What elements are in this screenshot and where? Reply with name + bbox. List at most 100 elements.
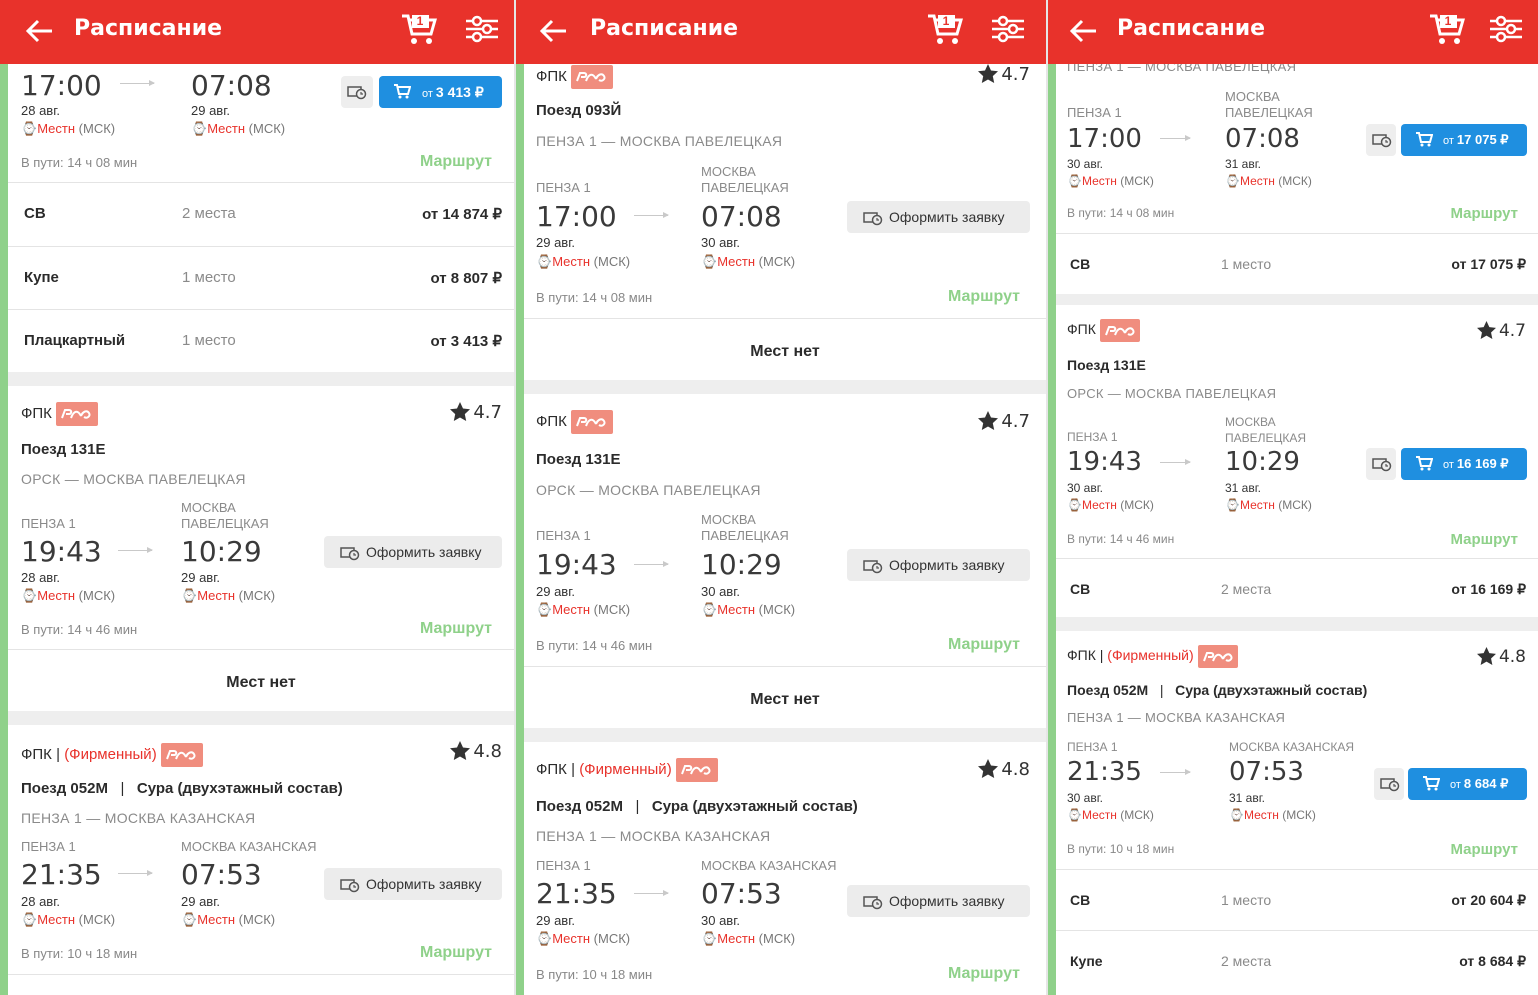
route-link[interactable]: Маршрут <box>419 620 492 637</box>
departure-timezone: ⌚Местн (МСК) <box>1067 174 1154 188</box>
route-link[interactable]: Маршрут <box>1450 531 1518 548</box>
route-link[interactable]: Маршрут <box>1450 841 1518 858</box>
class-seats: 2 места <box>1221 953 1272 969</box>
route-link[interactable]: Маршрут <box>419 153 492 170</box>
request-button[interactable]: Оформить заявку <box>324 868 502 900</box>
arrival-timezone: ⌚Местн (МСК) <box>181 912 276 927</box>
departure-date: 30 авг. <box>1067 157 1103 171</box>
class-seats: 2 места <box>1221 581 1272 597</box>
direction-arrow-icon <box>118 870 153 876</box>
direction-arrow-icon <box>1160 459 1191 465</box>
cart-count-badge: 1 <box>416 14 424 28</box>
departure-date: 29 авг. <box>536 913 575 928</box>
arrival-station: МОСКВА ПАВЕЛЕЦКАЯ <box>181 500 269 531</box>
arrival-time: 07:53 <box>181 858 262 891</box>
route-link[interactable]: Маршрут <box>947 288 1020 305</box>
request-button[interactable]: Оформить заявку <box>847 885 1030 917</box>
route-link[interactable]: Маршрут <box>1450 205 1518 222</box>
back-arrow-icon[interactable] <box>22 14 56 48</box>
arrival-timezone: ⌚Местн (МСК) <box>1229 808 1316 822</box>
request-button[interactable]: Оформить заявку <box>847 201 1030 233</box>
page-title: Расписание <box>590 16 739 41</box>
screen-3: Расписание 1 ПЕНЗА 1 — МОСКВА ПАВЕЛЕЦКАЯ… <box>1048 0 1538 995</box>
cart-icon <box>394 84 411 99</box>
schedule-button[interactable] <box>1366 124 1396 156</box>
request-button[interactable]: Оформить заявку <box>324 536 502 568</box>
screen-1: Расписание 1 17:00 07:08 28 авг. 29 авг.… <box>0 0 514 995</box>
class-row[interactable]: СВ 1 место от 20 604 ₽ <box>1056 870 1538 930</box>
departure-date: 28 авг. <box>21 103 60 118</box>
arrival-time: 10:29 <box>181 535 262 568</box>
train-rating: 4.7 <box>978 411 1030 432</box>
class-row[interactable]: СВ 2 места от 16 169 ₽ <box>1056 559 1538 617</box>
class-seats: 2 места <box>182 205 236 222</box>
buy-button[interactable]: от 16 169 ₽ <box>1401 448 1527 480</box>
page-title: Расписание <box>1117 16 1266 41</box>
cart-count-badge: 1 <box>942 14 950 28</box>
departure-station: ПЕНЗА 1 <box>1067 430 1118 444</box>
train-route: ПЕНЗА 1 — МОСКВА КАЗАНСКАЯ <box>21 810 256 826</box>
departure-timezone: ⌚Местн (МСК) <box>1067 808 1154 822</box>
train-rating: 4.8 <box>450 741 502 762</box>
filter-icon[interactable] <box>990 12 1026 46</box>
arrival-date: 31 авг. <box>1225 481 1261 495</box>
class-row[interactable]: СВ 2 места от 14 874 ₽ <box>8 183 514 245</box>
departure-date: 28 авг. <box>21 570 60 585</box>
route-link[interactable]: Маршрут <box>419 944 492 961</box>
departure-time: 17:00 <box>536 200 617 233</box>
rzd-logo <box>675 758 718 782</box>
train-route: ПЕНЗА 1 — МОСКВА КАЗАНСКАЯ <box>1067 710 1286 725</box>
schedule-button[interactable] <box>1374 768 1404 800</box>
back-arrow-icon[interactable] <box>536 14 570 48</box>
class-row[interactable]: Купе 1 место от 8 807 ₽ <box>8 247 514 309</box>
travel-duration: В пути: 14 ч 08 мин <box>1067 206 1175 220</box>
schedule-icon <box>340 879 360 893</box>
class-name: СВ <box>1070 892 1091 908</box>
screen-2: Расписание 1 ФПК 4.7 Поезд 093Й ПЕНЗА 1 … <box>516 0 1046 995</box>
train-rating: 4.8 <box>978 759 1030 780</box>
filter-icon[interactable] <box>464 12 500 46</box>
divider <box>524 318 1046 319</box>
class-row[interactable]: СВ 1 место от 17 075 ₽ <box>1056 234 1538 294</box>
arrival-time: 07:53 <box>1229 757 1304 787</box>
departure-time: 19:43 <box>1067 447 1142 477</box>
arrival-date: 29 авг. <box>181 570 220 585</box>
back-arrow-icon[interactable] <box>1066 14 1100 48</box>
direction-arrow-icon <box>634 561 669 567</box>
arrival-date: 29 авг. <box>191 103 230 118</box>
divider <box>8 649 514 650</box>
accent-bar <box>1048 0 1056 995</box>
arrival-timezone: ⌚Местн (МСК) <box>191 121 286 136</box>
schedule-button[interactable] <box>1366 448 1396 480</box>
buy-button[interactable]: от 3 413 ₽ <box>379 76 502 108</box>
class-seats: 1 место <box>1221 256 1272 272</box>
arrival-time: 10:29 <box>701 548 782 581</box>
departure-timezone: ⌚Местн (МСК) <box>536 931 631 946</box>
star-icon <box>450 741 471 760</box>
schedule-icon <box>1372 134 1392 148</box>
route-link[interactable]: Маршрут <box>947 965 1020 982</box>
cart-button[interactable]: 1 <box>926 11 964 47</box>
train-number: Поезд 052М | Сура (двухэтажный состав) <box>536 798 858 815</box>
no-seats-label: Мест нет <box>226 674 296 691</box>
request-button[interactable]: Оформить заявку <box>847 549 1030 581</box>
no-seats-label: Мест нет <box>750 343 820 360</box>
divider <box>524 666 1046 667</box>
schedule-button[interactable] <box>341 76 373 108</box>
cart-icon <box>1416 456 1433 471</box>
schedule-icon <box>863 560 883 574</box>
departure-time: 21:35 <box>1067 757 1142 787</box>
class-row[interactable]: Купе 2 места от 8 684 ₽ <box>1056 931 1538 991</box>
departure-timezone: ⌚Местн (МСК) <box>536 602 631 617</box>
buy-button[interactable]: от 17 075 ₽ <box>1401 124 1527 156</box>
travel-duration: В пути: 10 ч 18 мин <box>536 967 653 982</box>
train-card: ФПК | (Фирменный) 4.8 Поезд 052М | Сура … <box>8 725 514 995</box>
filter-icon[interactable] <box>1488 12 1524 46</box>
arrival-time: 07:53 <box>701 877 782 910</box>
class-row[interactable]: Плацкартный 1 место от 3 413 ₽ <box>8 310 514 372</box>
buy-button[interactable]: от 8 684 ₽ <box>1408 768 1527 800</box>
cart-button[interactable]: 1 <box>1428 11 1466 47</box>
route-link[interactable]: Маршрут <box>947 636 1020 653</box>
cart-button[interactable]: 1 <box>400 11 438 47</box>
schedule-icon <box>863 212 883 226</box>
